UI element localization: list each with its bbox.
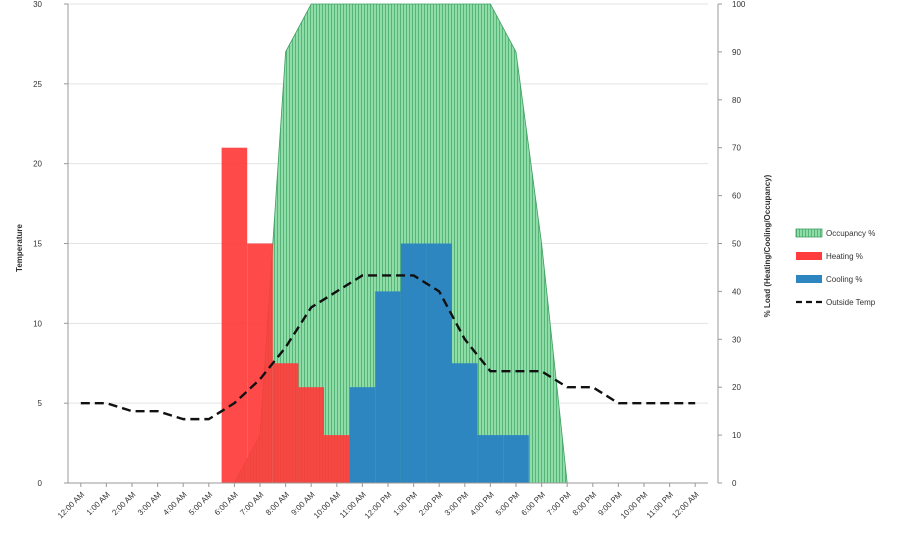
y2-tick-label: 80 (732, 96, 741, 105)
axes (64, 3, 722, 487)
y-axis-title: Temperature (15, 224, 24, 272)
y2-tick-label: 100 (732, 0, 746, 9)
cooling-bar (426, 243, 452, 483)
y2-tick-label: 60 (732, 192, 741, 201)
x-tick-label: 10:00 PM (619, 490, 650, 521)
heating-bar (324, 435, 350, 483)
legend-label: Occupancy % (826, 229, 875, 238)
x-tick-label: 8:00 PM (571, 490, 599, 518)
x-tick-label: 12:00 PM (363, 490, 394, 521)
outside-temp-line-layer (80, 274, 696, 421)
cooling-bar (477, 435, 504, 483)
outside-temp-line (80, 274, 696, 421)
cooling-bar (452, 363, 478, 483)
x-tick-label: 6:00 AM (213, 490, 240, 517)
y-tick-label: 25 (33, 80, 42, 89)
x-tick-label: 1:00 AM (85, 490, 112, 517)
legend-label: Cooling % (826, 275, 862, 284)
y2-axis-title: % Load (Heating/Cooling/Occupancy) (763, 174, 772, 317)
cooling-bar (349, 387, 376, 483)
cooling-bar (375, 291, 401, 483)
legend: Occupancy % Heating % Cooling % Outside Tem… (795, 228, 876, 307)
y-tick-label: 30 (33, 0, 42, 9)
x-tick-label: 4:00 PM (468, 490, 496, 518)
y2-tick-label: 40 (732, 287, 741, 296)
y-tick-label: 10 (33, 319, 42, 328)
y-tick-label: 15 (33, 240, 42, 249)
legend-label: Heating % (826, 252, 863, 261)
x-tick-label: 3:00 PM (443, 490, 471, 518)
y2-tick-label: 10 (732, 431, 741, 440)
y-tick-label: 20 (33, 160, 42, 169)
heating-bar (247, 243, 273, 483)
x-tick-label: 2:00 AM (110, 490, 137, 517)
legend-swatch-cooling (796, 275, 822, 283)
x-tick-label: 5:00 AM (187, 490, 214, 517)
x-tick-label: 8:00 AM (264, 490, 291, 517)
x-tick-label: 1:00 PM (392, 490, 420, 518)
x-tick-label: 3:00 AM (136, 490, 163, 517)
legend-swatch-heating (796, 252, 822, 260)
y2-tick-label: 50 (732, 240, 741, 249)
legend-swatch-occupancy (795, 228, 823, 238)
heating-bar (221, 147, 248, 483)
x-tick-label: 7:00 PM (545, 490, 573, 518)
x-tick-label: 7:00 AM (238, 490, 265, 517)
x-tick-label: 12:00 AM (670, 490, 701, 521)
cooling-bars-layer (349, 243, 529, 483)
y2-tick-label: 20 (732, 383, 741, 392)
heating-bars-layer (221, 147, 350, 483)
cooling-bar (503, 435, 529, 483)
x-tick-label: 10:00 AM (312, 490, 343, 521)
heating-bar (272, 363, 299, 483)
x-tick-label: 2:00 PM (417, 490, 445, 518)
legend-label: Outside Temp (826, 298, 876, 307)
y2-tick-label: 0 (732, 479, 737, 488)
x-tick-label: 5:00 PM (494, 490, 522, 518)
x-tick-label: 4:00 AM (161, 490, 188, 517)
y2-tick-label: 30 (732, 335, 741, 344)
cooling-bar (400, 243, 427, 483)
y-tick-label: 0 (38, 479, 43, 488)
x-tick-label: 12:00 AM (56, 490, 87, 521)
y2-tick-label: 70 (732, 144, 741, 153)
y2-tick-label: 90 (732, 48, 741, 57)
y-tick-label: 5 (38, 399, 43, 408)
heating-bar (298, 387, 324, 483)
x-tick-label: 6:00 PM (520, 490, 548, 518)
